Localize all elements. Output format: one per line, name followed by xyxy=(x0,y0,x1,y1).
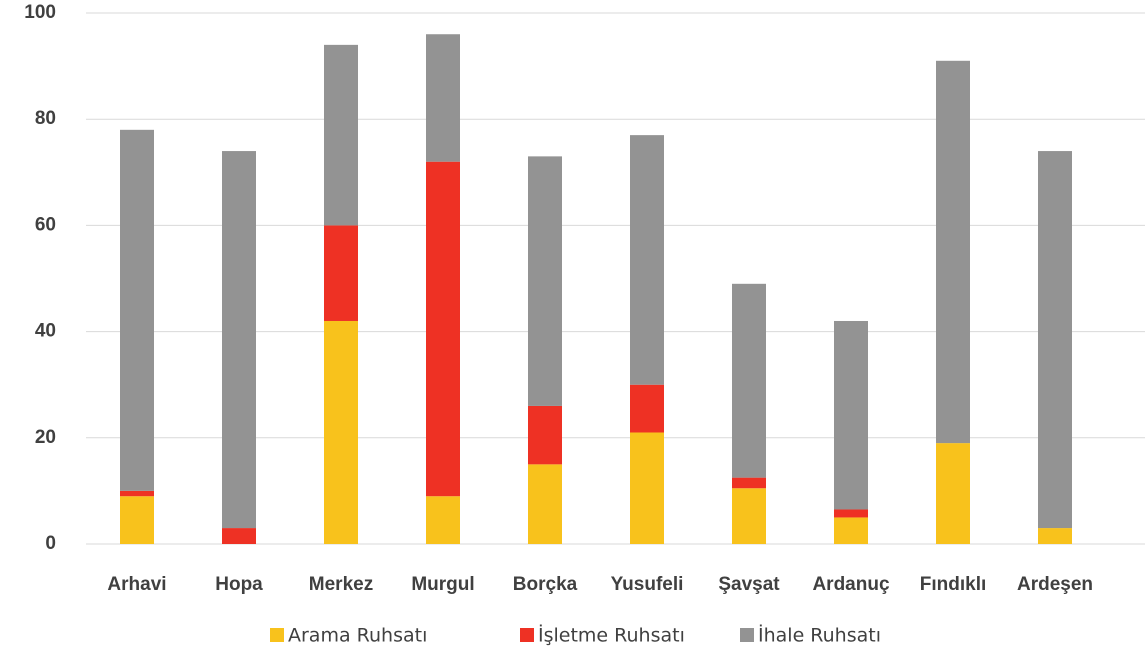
bar-segment xyxy=(936,60,970,444)
bar-segment xyxy=(324,225,358,321)
legend-label: Arama Ruhsatı xyxy=(288,625,427,647)
bar-segment xyxy=(936,443,970,544)
legend-swatch xyxy=(270,628,284,642)
bar-segment xyxy=(426,496,460,544)
bar-segment xyxy=(834,509,868,518)
x-tick-label: Arhavi xyxy=(107,574,166,595)
bar-segment xyxy=(1038,151,1072,529)
legend-swatch xyxy=(740,628,754,642)
x-tick-label: Yusufeli xyxy=(611,574,684,595)
x-tick-label: Fındıklı xyxy=(920,574,987,595)
bar-segment xyxy=(732,477,766,489)
y-tick-label: 40 xyxy=(35,321,56,342)
y-tick-label: 60 xyxy=(35,214,56,235)
x-tick-label: Borçka xyxy=(513,574,578,595)
bar-segment xyxy=(834,517,868,544)
bar-segment xyxy=(732,488,766,544)
bar-segment xyxy=(528,464,562,544)
legend-label: İşletme Ruhsatı xyxy=(538,624,685,647)
bar-segment xyxy=(426,161,460,497)
bar-segment xyxy=(732,283,766,478)
bar-segment xyxy=(528,405,562,465)
y-tick-label: 20 xyxy=(35,427,56,448)
bar-segment xyxy=(324,44,358,226)
legend-label: İhale Ruhsatı xyxy=(758,624,881,647)
bar-segment xyxy=(120,496,154,544)
bar-segment xyxy=(222,528,256,544)
y-tick-label: 80 xyxy=(35,108,56,129)
x-tick-label: Murgul xyxy=(411,574,474,595)
bar-segment xyxy=(222,151,256,529)
x-tick-label: Ardeşen xyxy=(1017,574,1093,595)
bar-segment xyxy=(528,156,562,406)
x-tick-label: Merkez xyxy=(309,574,373,595)
bar-segment xyxy=(630,384,664,433)
bar-segment xyxy=(630,135,664,385)
bar-segment xyxy=(120,129,154,491)
bar-segment xyxy=(630,432,664,544)
bar-segment xyxy=(426,34,460,162)
y-tick-label: 100 xyxy=(24,2,56,23)
x-tick-label: Ardanuç xyxy=(812,574,890,595)
y-tick-label: 0 xyxy=(45,533,56,554)
bar-segment xyxy=(1038,528,1072,544)
bar-segment xyxy=(834,320,868,510)
bar-segment xyxy=(324,320,358,544)
x-tick-label: Şavşat xyxy=(718,574,780,595)
bar-segment xyxy=(120,490,154,497)
legend-swatch xyxy=(520,628,534,642)
x-tick-label: Hopa xyxy=(215,574,263,595)
